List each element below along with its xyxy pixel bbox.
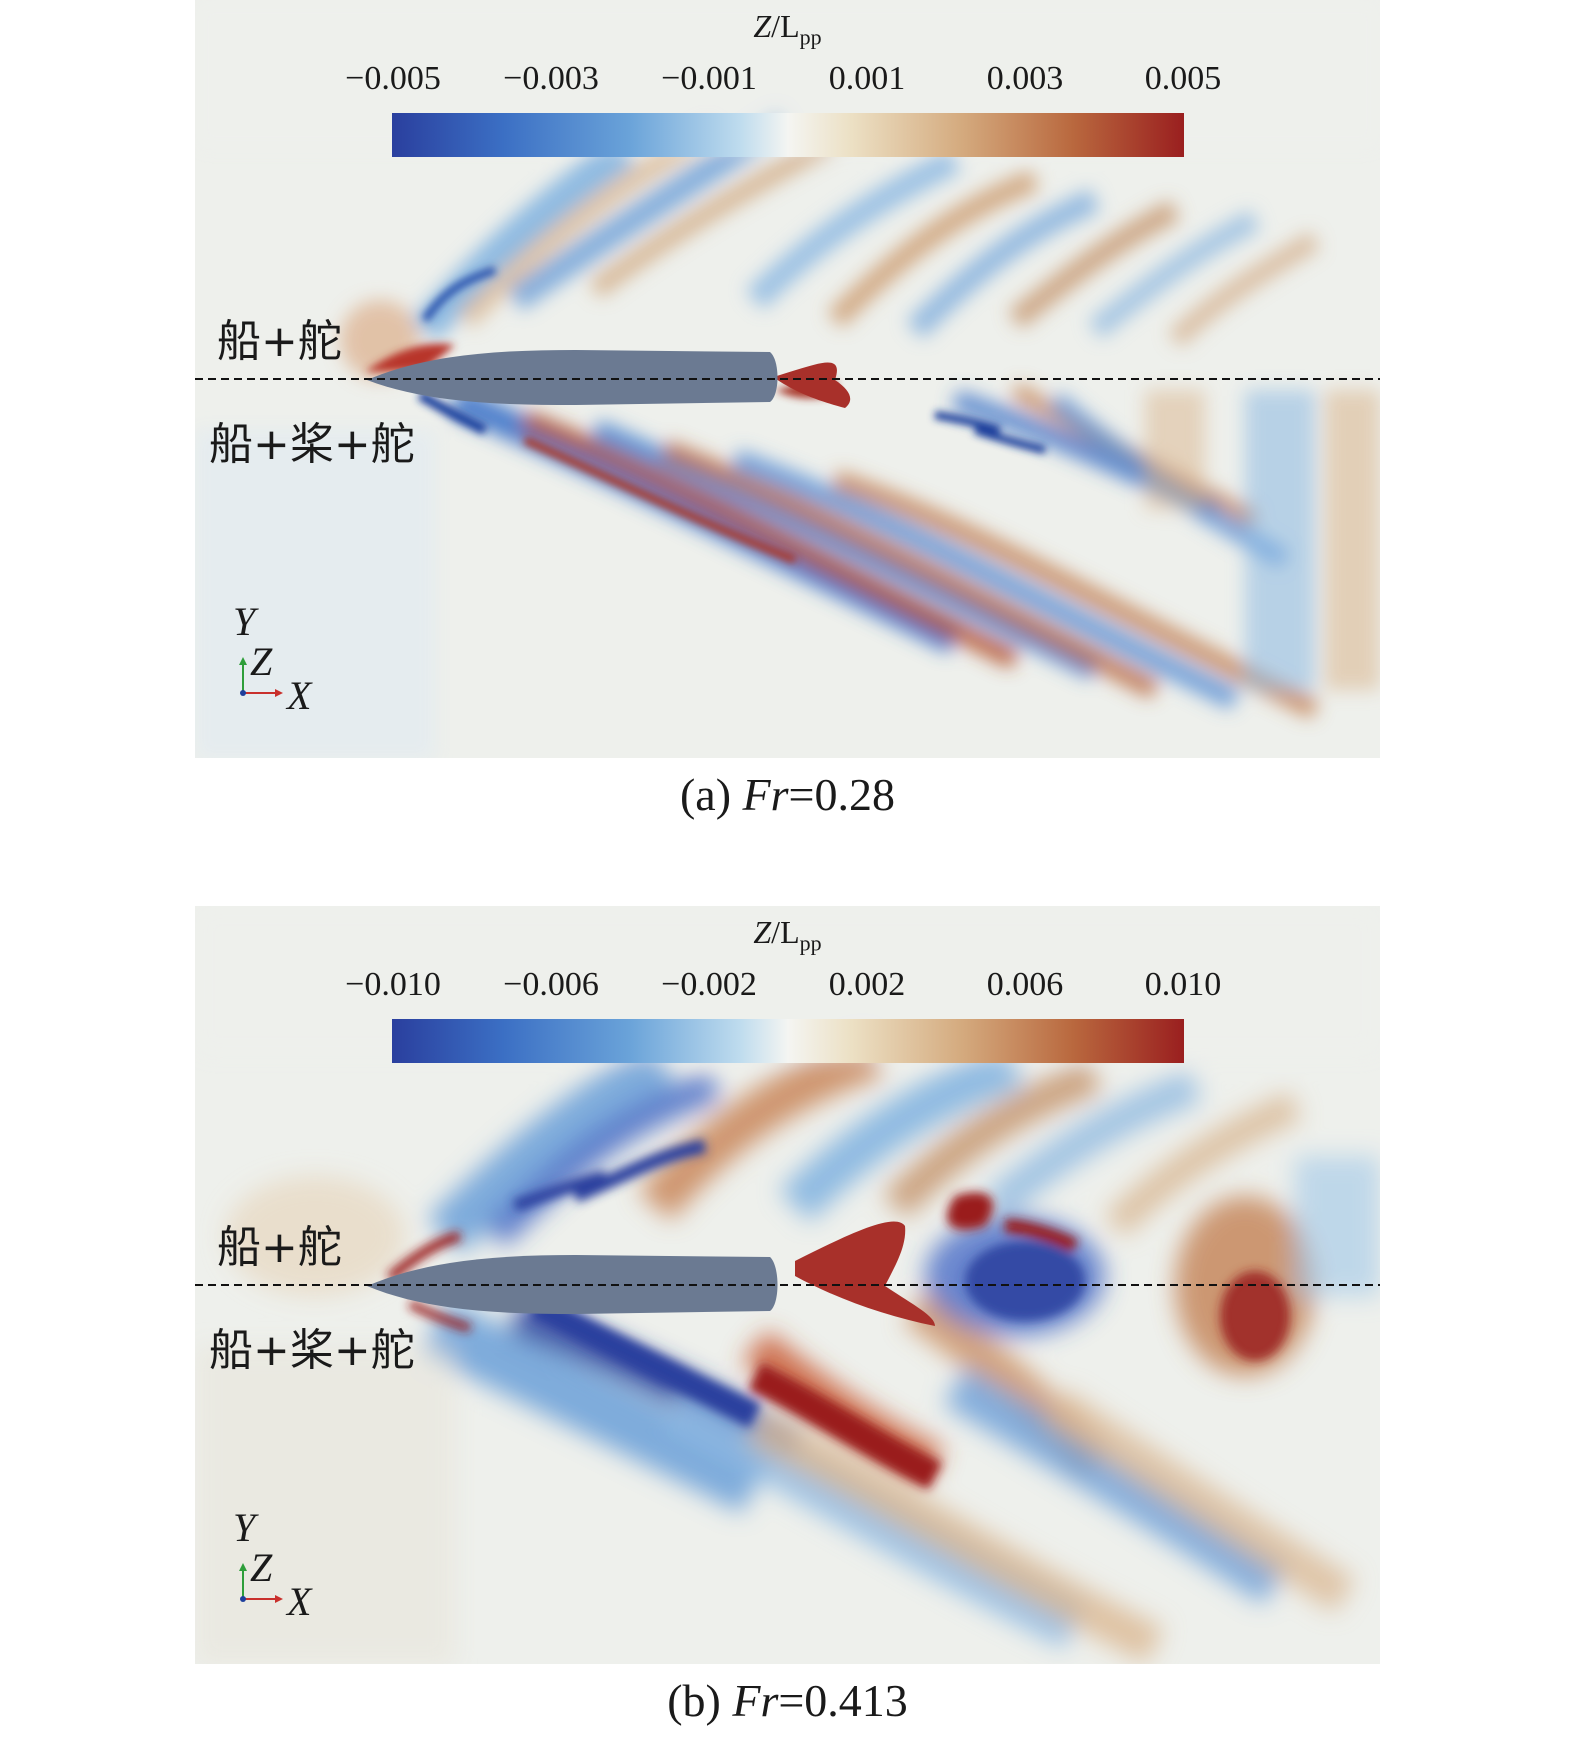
colorbar-tick-b-5: 0.006 — [986, 966, 1064, 1003]
contour-panel-b: Z/Lpp −0.010 −0.006 −0.002 0.002 0.006 0… — [195, 906, 1380, 1664]
colorbar-tick-a-2: −0.003 — [503, 60, 599, 97]
stern-crest-b — [795, 1221, 935, 1326]
colorbar-tick-a-6: 0.005 — [1144, 60, 1222, 97]
label-ship-propeller-rudder-b: 船+桨+舵 — [209, 1325, 415, 1376]
colorbar-a — [392, 113, 1184, 157]
colorbar-title-b: Z/Lpp — [753, 914, 822, 956]
colorbar-tick-a-3: −0.001 — [661, 60, 757, 97]
axis-label-x-b: X — [287, 1579, 312, 1624]
wave-crest-highlights-b — [386, 1139, 1290, 1490]
colorbar-tick-a-4: 0.001 — [828, 60, 906, 97]
colorbar-tick-b-1: −0.010 — [345, 966, 441, 1003]
axis-triad-a — [239, 657, 283, 697]
contour-panel-a: Z/Lpp −0.005 −0.003 −0.001 0.001 0.003 0… — [195, 0, 1380, 758]
colorbar-b — [392, 1019, 1184, 1063]
colorbar-tick-b-2: −0.006 — [503, 966, 599, 1003]
colorbar-title-a: Z/Lpp — [753, 8, 822, 50]
colorbar-tick-a-1: −0.005 — [345, 60, 441, 97]
axis-label-z-a: Z — [250, 639, 273, 684]
stern-crest-a — [773, 362, 851, 408]
axis-label-x-a: X — [287, 673, 312, 718]
label-ship-propeller-rudder-a: 船+桨+舵 — [209, 419, 415, 470]
axis-label-z-b: Z — [250, 1545, 273, 1590]
axis-label-y-a: Y — [233, 599, 256, 644]
ship-hull-a — [367, 350, 778, 405]
caption-b: (b) Fr=0.413 — [667, 1675, 908, 1726]
axis-triad-b — [239, 1563, 283, 1603]
caption-a: (a) Fr=0.28 — [679, 769, 895, 820]
label-ship-rudder-a: 船+舵 — [217, 316, 342, 367]
colorbar-tick-b-3: −0.002 — [661, 966, 757, 1003]
colorbar-tick-b-6: 0.010 — [1144, 966, 1222, 1003]
colorbar-tick-a-5: 0.003 — [986, 60, 1064, 97]
colorbar-tick-b-4: 0.002 — [828, 966, 906, 1003]
label-ship-rudder-b: 船+舵 — [217, 1222, 342, 1273]
axis-label-y-b: Y — [233, 1505, 256, 1550]
wave-crest-highlights-a — [365, 266, 1046, 564]
